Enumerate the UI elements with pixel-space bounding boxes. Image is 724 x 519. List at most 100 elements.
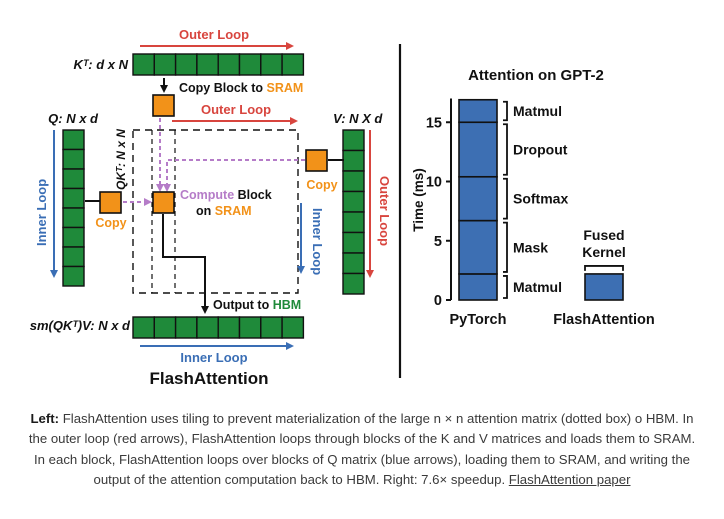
fused-bracket <box>584 265 624 271</box>
qkt-label: QKᵀ: N x N <box>114 129 128 190</box>
q-matrix <box>62 129 85 287</box>
segment-bracket <box>503 275 508 299</box>
q-label: Q: N x d <box>48 111 99 126</box>
kt-cell <box>174 53 198 76</box>
segment-label: Softmax <box>513 191 568 207</box>
q-sram-block <box>99 191 122 214</box>
segment-label: Matmul <box>513 103 562 119</box>
y-tick-label: 15 <box>426 115 442 131</box>
output-cell <box>132 316 155 339</box>
copy-block-label: Copy Block to SRAM <box>179 81 303 95</box>
on-sram-label: on SRAM <box>196 204 252 218</box>
output-matrix <box>132 316 305 339</box>
v-cell <box>342 211 365 234</box>
kt-label: Kᵀ: d x N <box>73 57 128 72</box>
segment-bracket <box>503 177 508 220</box>
copy-right-label: Copy <box>306 178 337 192</box>
caption-paper-link[interactable]: FlashAttention paper <box>508 471 631 487</box>
copy-block-prefix: Copy Block to <box>179 81 267 95</box>
output-cell <box>238 316 262 339</box>
v-cell <box>342 190 365 213</box>
bar-segment <box>458 175 498 222</box>
segment-label: Mask <box>513 239 548 255</box>
output-cell <box>217 316 241 339</box>
kt-cell <box>132 53 155 76</box>
output-cell <box>196 316 219 339</box>
v-cell <box>342 252 365 275</box>
outer-loop-right-label: Outer Loop <box>377 176 392 246</box>
output-cell <box>153 316 177 339</box>
q-cell <box>62 148 85 170</box>
copy-block-sram: SRAM <box>267 81 304 95</box>
fused-label-line1: Fused <box>583 227 624 243</box>
q-cell <box>62 168 85 190</box>
bar-segment <box>458 98 498 124</box>
inner-loop-left-label: Inner Loop <box>34 179 49 246</box>
chart-layer: 0 5 10 15 Matmul Mask Softmax Dropout Matmul PyTo… <box>426 98 655 328</box>
compute-word: Compute <box>180 188 234 202</box>
y-tick-label: 0 <box>434 293 442 309</box>
on-word: on <box>196 204 215 218</box>
segment-label: Dropout <box>513 142 568 158</box>
output-hbm: HBM <box>273 298 301 312</box>
q-cell <box>62 129 85 151</box>
kt-cell <box>217 53 241 76</box>
block-word: Block <box>234 188 272 202</box>
q-cell <box>62 265 85 287</box>
v-cell <box>342 272 365 295</box>
kt-cell <box>238 53 262 76</box>
kt-cell <box>260 53 283 76</box>
inner-loop-bottom-label: Inner Loop <box>180 350 247 365</box>
segment-bracket <box>503 221 508 273</box>
segment-bracket <box>503 123 508 176</box>
v-sram-block <box>305 149 328 172</box>
compute-block-label: Compute Block <box>180 188 272 202</box>
bar-segment <box>458 121 498 178</box>
kt-cell <box>281 53 305 76</box>
attention-matrix-dotted-box <box>132 129 299 294</box>
output-path <box>162 214 209 314</box>
segment-bracket <box>503 100 508 122</box>
outer-loop-mid-label: Outer Loop <box>201 102 271 117</box>
output-to-hbm-label: Output to HBM <box>213 298 301 312</box>
output-cell <box>174 316 198 339</box>
bar-segment <box>458 219 498 275</box>
q-cell <box>62 187 85 209</box>
q-cell <box>62 226 85 248</box>
segment-label: Matmul <box>513 279 562 295</box>
v-matrix <box>342 129 365 295</box>
v-to-compute-arrow <box>163 159 305 192</box>
chart-title: Attention on GPT-2 <box>468 67 604 84</box>
kt-sram-block <box>152 94 175 117</box>
v-label: V: N X d <box>333 111 383 126</box>
x-category-label: PyTorch <box>450 312 507 328</box>
bar-segment <box>584 273 624 301</box>
inner-loop-mid-label: Inner Loop <box>310 208 325 275</box>
kt-matrix <box>132 53 305 76</box>
caption-text: FlashAttention uses tiling to prevent ma… <box>28 411 696 487</box>
outer-loop-top-label: Outer Loop <box>179 27 249 42</box>
output-matrix-label: sm(QKᵀ)V: N x d <box>30 318 131 333</box>
y-tick-label: 5 <box>434 234 442 250</box>
y-axis-label: Time (ms) <box>411 168 426 232</box>
q-cell <box>62 246 85 268</box>
v-cell <box>342 149 365 172</box>
v-cell <box>342 231 365 254</box>
output-cell <box>281 316 305 339</box>
q-cell <box>62 207 85 229</box>
kt-cell <box>196 53 219 76</box>
on-sram-word: SRAM <box>215 204 252 218</box>
flashattention-figure: Outer Loop Kᵀ: d x N Copy Block to SRAM … <box>30 27 655 388</box>
output-cell <box>260 316 283 339</box>
caption-left-label: Left: <box>30 411 60 426</box>
kt-cell <box>153 53 177 76</box>
y-tick-label: 10 <box>426 175 442 191</box>
fused-label-line2: Kernel <box>582 244 626 260</box>
figure-caption: Left: FlashAttention uses tiling to prev… <box>22 409 702 490</box>
output-prefix: Output to <box>213 298 273 312</box>
v-cell <box>342 170 365 193</box>
copy-left-label: Copy <box>95 216 126 230</box>
x-category-label: FlashAttention <box>553 312 655 328</box>
diagram-title: FlashAttention <box>150 369 269 388</box>
compute-sram-block <box>152 191 175 214</box>
